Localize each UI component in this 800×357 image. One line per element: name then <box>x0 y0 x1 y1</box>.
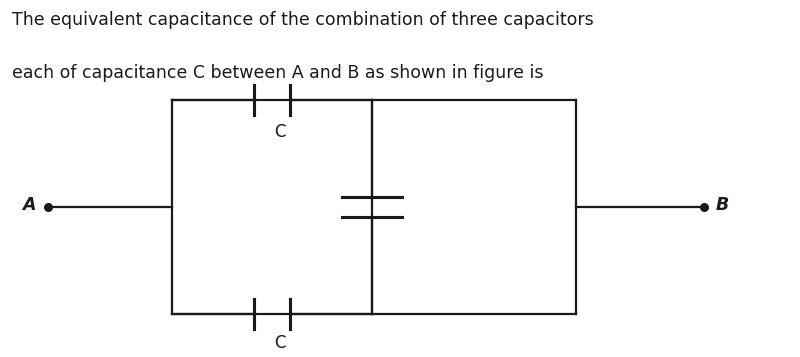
Text: each of capacitance C between A and B as shown in figure is: each of capacitance C between A and B as… <box>12 64 543 82</box>
Text: C: C <box>274 123 286 141</box>
Text: A: A <box>22 196 36 214</box>
Text: B: B <box>716 196 730 214</box>
Text: The equivalent capacitance of the combination of three capacitors: The equivalent capacitance of the combin… <box>12 11 594 29</box>
Text: C: C <box>274 334 286 352</box>
